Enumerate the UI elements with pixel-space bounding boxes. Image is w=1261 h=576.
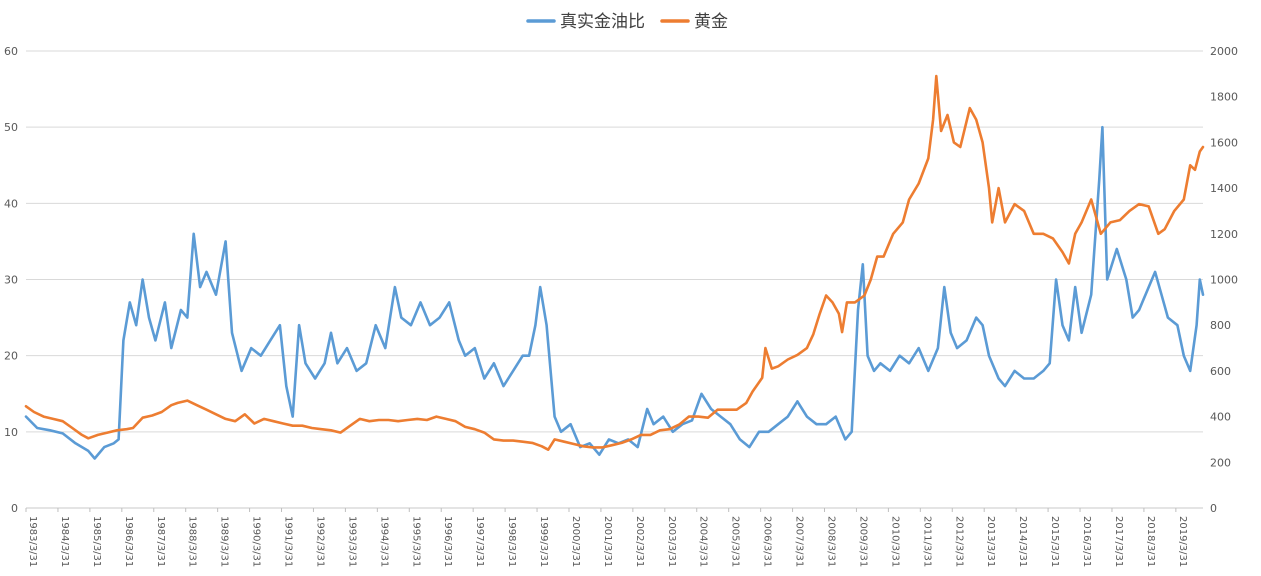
x-tick-label: 2014/3/31 (1017, 516, 1028, 567)
series-line-gold (24, 74, 1205, 451)
y-right-tick-label: 600 (1210, 365, 1231, 378)
x-tick-label: 1992/3/31 (314, 516, 325, 567)
x-tick-label: 2016/3/31 (1081, 516, 1092, 567)
x-tick-label: 1987/3/31 (155, 516, 166, 567)
y-left-tick-label: 10 (4, 426, 18, 439)
x-tick-label: 2005/3/31 (730, 516, 741, 567)
y-right-tick-label: 1000 (1210, 274, 1238, 287)
x-tick-label: 2012/3/31 (953, 516, 964, 567)
series-layer (24, 74, 1205, 460)
y-axis-right: 0 200 400 600 800 1000 1200 1400 1600 1800 2000 (1210, 45, 1238, 515)
x-tick-label: 1997/3/31 (474, 516, 485, 567)
y-right-tick-label: 400 (1210, 411, 1231, 424)
y-left-tick-label: 50 (4, 121, 18, 134)
y-right-tick-label: 1600 (1210, 136, 1238, 149)
x-tick-label: 2015/3/31 (1049, 516, 1060, 567)
y-right-tick-label: 200 (1210, 456, 1231, 469)
x-tick-label: 1984/3/31 (59, 516, 70, 567)
x-tick-label: 1989/3/31 (219, 516, 230, 567)
x-tick-label: 1988/3/31 (187, 516, 198, 567)
x-tick-label: 2004/3/31 (698, 516, 709, 567)
x-tick-label: 1990/3/31 (251, 516, 262, 567)
x-tick-label: 1995/3/31 (410, 516, 421, 567)
y-right-tick-label: 800 (1210, 319, 1231, 332)
legend-item-gold-oil-ratio-label: 真实金油比 (560, 12, 645, 32)
x-tick-label: 2007/3/31 (794, 516, 805, 567)
legend-item-gold-label: 黄金 (694, 12, 728, 32)
x-tick-label: 2019/3/31 (1177, 516, 1188, 567)
series-line-gold-oil-ratio (24, 125, 1205, 460)
x-tick-label: 2013/3/31 (985, 516, 996, 567)
x-tick-label: 2002/3/31 (634, 516, 645, 567)
x-tick-label: 1994/3/31 (378, 516, 389, 567)
x-tick-label: 1985/3/31 (91, 516, 102, 567)
x-tick-label: 1991/3/31 (283, 516, 294, 567)
x-tick-label: 2001/3/31 (602, 516, 613, 567)
y-right-tick-label: 2000 (1210, 45, 1238, 58)
x-tick-label: 1983/3/31 (27, 516, 38, 567)
x-tick-label: 2018/3/31 (1145, 516, 1156, 567)
y-axis-left: 0 10 20 30 40 50 60 (4, 45, 18, 515)
grid-layer (26, 50, 1203, 509)
x-tick-label: 2006/3/31 (762, 516, 773, 567)
x-tick-label: 2008/3/31 (826, 516, 837, 567)
x-tick-label: 2000/3/31 (570, 516, 581, 567)
y-left-tick-label: 60 (4, 45, 18, 58)
legend: 真实金油比 黄金 (526, 12, 728, 32)
x-tick-label: 1993/3/31 (346, 516, 357, 567)
x-tick-label: 2003/3/31 (666, 516, 677, 567)
x-tick-label: 2010/3/31 (889, 516, 900, 567)
x-tick-label: 1999/3/31 (538, 516, 549, 567)
x-tick-label: 1986/3/31 (123, 516, 134, 567)
y-right-tick-label: 1800 (1210, 91, 1238, 104)
x-tick-label: 2009/3/31 (857, 516, 868, 567)
x-tick-label: 2017/3/31 (1113, 516, 1124, 567)
y-right-tick-label: 0 (1210, 502, 1217, 515)
y-left-tick-label: 40 (4, 197, 18, 210)
y-right-tick-label: 1200 (1210, 228, 1238, 241)
y-left-tick-label: 30 (4, 274, 18, 287)
x-axis: 1983/3/31 1984/3/31 1985/3/31 1986/3/31 1987… (25, 508, 1188, 567)
y-right-tick-label: 1400 (1210, 182, 1238, 195)
y-left-tick-label: 0 (11, 502, 18, 515)
x-tick-label: 1996/3/31 (442, 516, 453, 567)
x-tick-label: 2011/3/31 (921, 516, 932, 567)
y-left-tick-label: 20 (4, 350, 18, 363)
x-tick-label: 1998/3/31 (506, 516, 517, 567)
